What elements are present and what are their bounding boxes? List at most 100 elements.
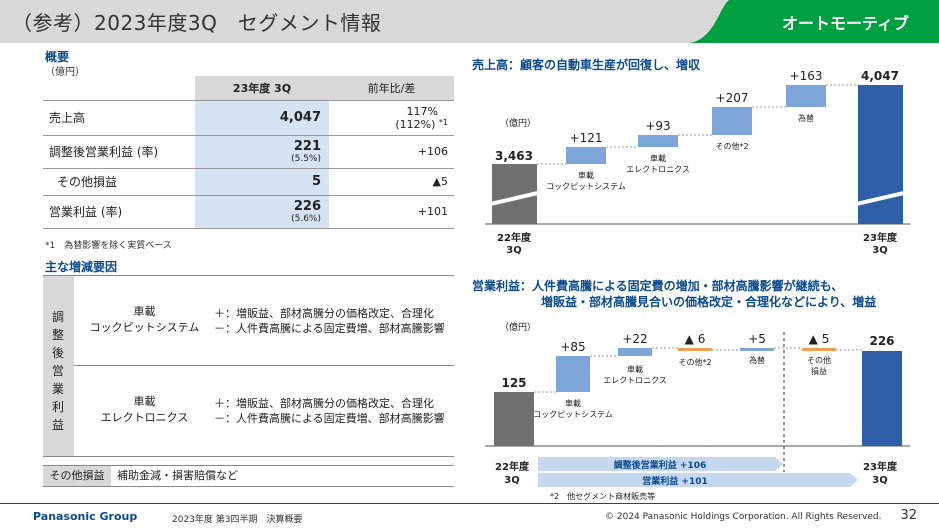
row-label: 調整後営業利益 (率) <box>43 135 195 169</box>
row-yoy: +106 <box>329 135 454 169</box>
factors-title: 主な増減要因 <box>45 260 118 274</box>
sales-start-label: 22年度 <box>497 231 532 244</box>
row-yoy: 117% (112%) *1 <box>329 100 454 136</box>
profit-step-name2: コックピットシステム <box>533 410 613 419</box>
sales-step-name2: コックピットシステム <box>546 182 626 191</box>
row-value: 221 (5.5%) <box>195 135 329 169</box>
profit-bar-end <box>862 351 902 446</box>
sales-step-delta: +163 <box>790 69 823 83</box>
arrow-op-label: 営業利益 +101 <box>642 475 707 487</box>
profit-step-name2: 損益 <box>811 366 827 376</box>
page-title: （参考）2023年度3Q セグメント情報 <box>12 11 382 35</box>
table-row: その他損益 5 ▲5 <box>43 168 454 196</box>
profit-step-name: 為替 <box>749 355 765 365</box>
sales-step-delta: +93 <box>645 119 670 133</box>
footer-doc: 2023年度 第3四半期 決算概要 <box>172 515 303 525</box>
profit-step-delta: ▲ 5 <box>809 332 830 346</box>
sales-step-name: 為替 <box>798 113 814 123</box>
profit-bar-step <box>556 356 590 392</box>
profit-bar-step <box>740 348 774 351</box>
page-header: （参考）2023年度3Q セグメント情報 オートモーティブ <box>0 0 939 43</box>
factors-side-label: 調 整 後 営 業 利 益 <box>43 276 74 456</box>
summary-unit: （億円） <box>45 67 85 78</box>
arrow-adjusted-op <box>538 457 783 471</box>
row-yoy: +101 <box>329 195 454 229</box>
profit-end-value: 226 <box>869 334 894 348</box>
profit-step-name: 車載 <box>627 364 643 374</box>
row-label: その他損益 <box>43 168 195 196</box>
sales-start-value: 3,463 <box>495 149 533 163</box>
profit-step-name: その他*2 <box>678 357 711 367</box>
profit-start-label2: 3Q <box>504 475 519 486</box>
sales-step-name: 車載 <box>578 170 594 180</box>
table-header-current: 23年度 3Q <box>195 76 329 101</box>
row-yoy: ▲5 <box>329 168 454 196</box>
table-row: 売上高 4,047 117% (112%) *1 <box>43 100 454 136</box>
factor-row: 車載 コックピットシステム ＋：増販益、部材高騰分の価格改定、合理化 －：人件費… <box>74 276 454 366</box>
profit-end-label: 23年度 <box>863 460 898 473</box>
factor-row: 車載 エレクトロニクス ＋：増販益、部材高騰分の価格改定、合理化 －：人件費高騰… <box>74 366 454 456</box>
arrow-op <box>538 473 858 487</box>
row-value: 4,047 <box>195 100 329 136</box>
profit-step-name: その他 <box>807 355 831 365</box>
footer-divider <box>0 503 939 504</box>
sales-step-delta: +121 <box>570 131 603 145</box>
other-pl-row: その他損益 補助金減・損害賠償など <box>43 465 454 487</box>
profit-start-label: 22年度 <box>495 460 530 473</box>
profit-end-label2: 3Q <box>872 475 887 486</box>
arrow-adjusted-op-label: 調整後営業利益 +106 <box>614 459 706 471</box>
profit-step-name2: エレクトロニクス <box>603 376 667 385</box>
table-row: 営業利益 (率) 226 (5.6%) +101 <box>43 195 454 229</box>
axis-break-icon <box>485 190 543 207</box>
factor-name: 車載 コックピットシステム <box>89 305 200 334</box>
sales-chart-title: 売上高：顧客の自動車生産が回復し、増収 <box>472 58 701 72</box>
profit-bar-start <box>494 392 534 446</box>
sales-step-name: その他*2 <box>715 141 748 151</box>
profit-step-delta: +22 <box>622 332 647 346</box>
table-header-blank <box>43 76 195 101</box>
sales-bar-step <box>712 107 752 135</box>
profit-start-value: 125 <box>501 376 526 390</box>
profit-chart-title-2: 増販益・部材高騰見合いの価格改定・合理化などにより、増益 <box>541 295 877 309</box>
factors-table: 調 整 後 営 業 利 益 車載 コックピットシステム ＋：増販益、部材高騰分の… <box>43 275 454 457</box>
sales-bar-step <box>786 85 826 107</box>
sales-step-name: 車載 <box>650 153 666 163</box>
sales-bar-step <box>638 135 678 147</box>
axis-break-icon <box>851 190 909 207</box>
table-header-yoy: 前年比/差 <box>329 76 454 101</box>
profit-bar-step <box>618 348 652 356</box>
profit-unit: （億円） <box>500 321 536 333</box>
summary-footnote: *1 為替影響を除く実質ベース <box>45 241 172 251</box>
segment-tag <box>689 0 939 43</box>
brand-logo: Panasonic Group <box>33 510 138 523</box>
sales-unit: （億円） <box>500 117 536 129</box>
profit-step-delta: +85 <box>560 340 585 354</box>
profit-bar-step-negative <box>678 348 712 351</box>
row-label: 売上高 <box>43 100 195 136</box>
page-number: 32 <box>900 508 917 523</box>
profit-chart-title: 営業利益：人件費高騰による固定費の増加・部材高騰影響が継続も、 <box>472 279 844 293</box>
row-value: 5 <box>195 168 329 196</box>
sales-step-delta: +207 <box>716 91 749 105</box>
other-pl-text: 補助金減・損害賠償など <box>117 469 238 482</box>
profit-step-name: 車載 <box>565 398 581 408</box>
row-value: 226 (5.6%) <box>195 195 329 229</box>
sales-chart: （億円） 3,463 22年度 3Q +121 車載 コックピットシステム +9… <box>485 69 910 256</box>
row-label: 営業利益 (率) <box>43 195 195 229</box>
factor-desc: ＋：増販益、部材高騰分の価格改定、合理化 －：人件費高騰による固定費増、部材高騰… <box>214 397 445 425</box>
table-header-row: 23年度 3Q 前年比/差 <box>43 76 454 101</box>
sales-start-label2: 3Q <box>506 245 521 256</box>
footer-copyright: © 2024 Panasonic Holdings Corporation. A… <box>605 512 882 522</box>
sales-end-label: 23年度 <box>863 231 898 244</box>
profit-footnote: *2 他セグメント商材販売等 <box>550 491 655 501</box>
segment-name: オートモーティブ <box>781 14 909 33</box>
profit-step-delta: +5 <box>748 332 766 346</box>
table-row: 調整後営業利益 (率) 221 (5.5%) +106 <box>43 135 454 169</box>
summary-title: 概要 <box>45 50 70 64</box>
summary-table: 23年度 3Q 前年比/差 売上高 4,047 117% (112%) *1 調… <box>43 76 454 229</box>
sales-end-label2: 3Q <box>872 245 887 256</box>
factor-name: 車載 エレクトロニクス <box>100 395 189 424</box>
sales-step-name2: エレクトロニクス <box>626 165 690 174</box>
profit-step-delta: ▲ 6 <box>685 332 706 346</box>
profit-bar-step-negative <box>802 348 836 351</box>
